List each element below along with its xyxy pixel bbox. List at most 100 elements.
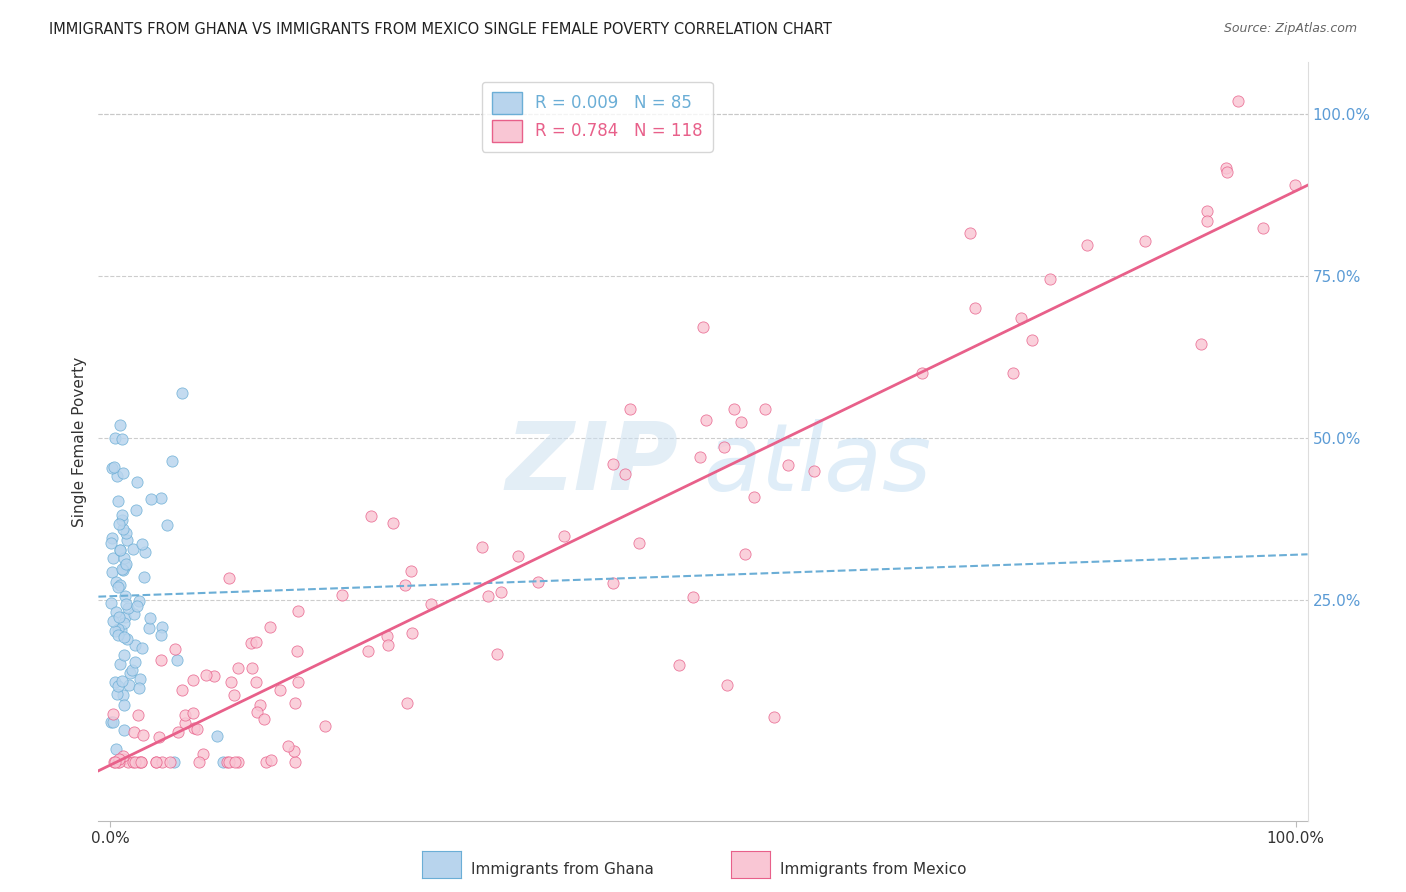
Point bbox=[139, 492, 162, 507]
Point bbox=[114, 630, 136, 644]
Point bbox=[254, 756, 277, 770]
Point bbox=[115, 533, 138, 548]
Point bbox=[112, 550, 135, 565]
Point bbox=[114, 590, 136, 604]
Point bbox=[419, 597, 441, 611]
Point bbox=[330, 588, 353, 602]
Point bbox=[108, 418, 131, 433]
Point bbox=[489, 585, 512, 599]
Point bbox=[131, 537, 153, 551]
Point bbox=[114, 609, 136, 624]
Point bbox=[103, 615, 125, 629]
Point bbox=[100, 714, 122, 729]
Point bbox=[165, 641, 187, 656]
Point bbox=[108, 756, 131, 770]
Point bbox=[100, 536, 122, 550]
Point bbox=[111, 513, 134, 527]
Point bbox=[218, 756, 240, 770]
Point bbox=[128, 672, 150, 686]
Point bbox=[148, 730, 170, 744]
Point bbox=[1226, 95, 1249, 109]
Point bbox=[716, 677, 738, 691]
Point bbox=[105, 468, 128, 483]
Point bbox=[112, 563, 135, 577]
Point bbox=[285, 644, 308, 658]
Point bbox=[240, 636, 263, 650]
Point bbox=[249, 698, 271, 712]
Point bbox=[395, 697, 418, 711]
Point bbox=[150, 620, 173, 634]
Point bbox=[1195, 214, 1218, 228]
Point bbox=[377, 638, 399, 652]
Point bbox=[689, 450, 711, 464]
Point bbox=[527, 574, 550, 589]
Point bbox=[118, 666, 141, 681]
Point bbox=[112, 688, 135, 702]
Point bbox=[602, 457, 624, 471]
Point bbox=[730, 415, 752, 429]
Point bbox=[269, 682, 291, 697]
Point bbox=[1189, 337, 1212, 351]
Point bbox=[138, 621, 160, 635]
Point bbox=[713, 440, 735, 454]
Point bbox=[668, 658, 690, 673]
Point bbox=[112, 698, 135, 712]
Point bbox=[115, 597, 138, 611]
Point bbox=[103, 707, 125, 722]
Point bbox=[202, 668, 225, 682]
Point bbox=[115, 558, 138, 572]
Text: Immigrants from Mexico: Immigrants from Mexico bbox=[780, 863, 967, 877]
Point bbox=[253, 712, 276, 726]
Point bbox=[107, 628, 129, 642]
Text: atlas: atlas bbox=[703, 418, 931, 510]
Point bbox=[100, 565, 122, 579]
Point bbox=[111, 508, 134, 523]
Point bbox=[104, 431, 127, 445]
Point bbox=[381, 516, 404, 530]
Point bbox=[111, 466, 134, 480]
Point bbox=[205, 730, 228, 744]
Point bbox=[132, 728, 155, 742]
Point bbox=[166, 653, 188, 667]
Point bbox=[224, 689, 246, 703]
Point bbox=[127, 475, 149, 489]
Point bbox=[602, 576, 624, 591]
Point bbox=[125, 599, 148, 613]
Point bbox=[1001, 367, 1024, 381]
Point bbox=[401, 564, 423, 578]
Point bbox=[104, 756, 127, 770]
Point bbox=[112, 749, 135, 764]
Point bbox=[245, 635, 267, 649]
Point bbox=[215, 756, 238, 770]
Point bbox=[754, 402, 776, 417]
Point bbox=[104, 675, 127, 690]
Point bbox=[128, 594, 150, 608]
Point bbox=[156, 518, 179, 533]
Point bbox=[159, 756, 181, 770]
Point bbox=[117, 756, 139, 770]
Point bbox=[627, 535, 650, 549]
Point bbox=[910, 367, 932, 381]
Point bbox=[742, 491, 765, 505]
Point bbox=[108, 657, 131, 671]
Point bbox=[150, 491, 173, 505]
Point bbox=[240, 661, 263, 675]
Point bbox=[226, 756, 249, 770]
Point bbox=[122, 725, 145, 739]
Point bbox=[260, 753, 283, 767]
Point bbox=[131, 640, 153, 655]
Y-axis label: Single Female Poverty: Single Female Poverty bbox=[72, 357, 87, 526]
Point bbox=[117, 600, 139, 615]
Point bbox=[125, 503, 148, 517]
Point bbox=[108, 577, 131, 591]
Point bbox=[145, 756, 167, 770]
Point bbox=[107, 580, 129, 594]
Point bbox=[107, 756, 129, 770]
Point bbox=[181, 673, 204, 687]
Point bbox=[506, 549, 529, 563]
Point bbox=[105, 742, 128, 756]
Point bbox=[108, 751, 131, 765]
Text: IMMIGRANTS FROM GHANA VS IMMIGRANTS FROM MEXICO SINGLE FEMALE POVERTY CORRELATIO: IMMIGRANTS FROM GHANA VS IMMIGRANTS FROM… bbox=[49, 22, 832, 37]
Point bbox=[124, 655, 146, 669]
Point bbox=[360, 509, 382, 524]
